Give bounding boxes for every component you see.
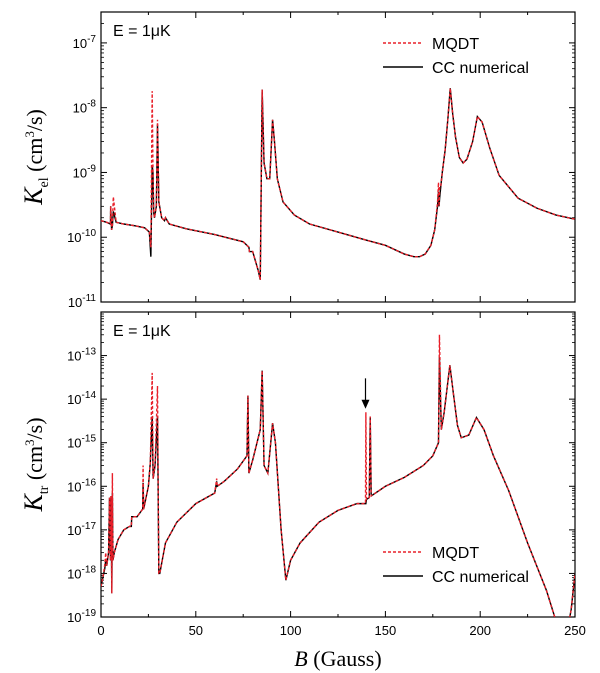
panel-tr: 0 50 100 150 200 250 10-19 10-18 10-17 10-16 10-15…	[19, 311, 586, 638]
annotation-arrow-head	[361, 399, 370, 409]
x-tick-label: 0	[97, 623, 104, 638]
y-tick-label: 10-11	[68, 293, 97, 310]
y-tick-label: 10-19	[67, 608, 96, 625]
panel-energy-label: E = 1μK	[113, 23, 171, 40]
y-tick-label: 10-9	[73, 163, 97, 180]
y-tick-label: 10-7	[73, 34, 97, 51]
y-axis-label: Ktr (cm3/s)	[19, 417, 52, 512]
legend-label: MQDT	[432, 36, 479, 53]
y-tick-label: 10-13	[67, 347, 96, 364]
y-tick-label: 10-16	[67, 477, 96, 494]
legend-label: MQDT	[432, 545, 479, 562]
legend-label: CC numerical	[432, 60, 529, 77]
panel-el: 10-11 10-10 10-9 10-8 10-7 E = 1μK MQDT CC nume…	[19, 11, 576, 310]
y-tick-label: 10-15	[67, 434, 96, 451]
x-tick-label: 100	[280, 623, 302, 638]
y-tick-label: 10-18	[67, 564, 96, 581]
panel-energy-label: E = 1μK	[113, 323, 171, 340]
x-tick-label: 250	[564, 623, 586, 638]
x-axis-label: B (Gauss)	[294, 646, 381, 671]
series-mqdt-line	[101, 88, 575, 280]
legend-label: CC numerical	[432, 569, 529, 586]
y-tick-label: 10-10	[67, 228, 96, 245]
series-mqdt-line	[101, 334, 575, 617]
y-axis-label: Kel (cm3/s)	[19, 109, 52, 206]
series-cc-numerical-line	[101, 357, 575, 617]
y-tick-label: 10-8	[73, 99, 97, 116]
plot-frame	[100, 11, 576, 303]
x-tick-label: 200	[469, 623, 491, 638]
x-tick-label: 150	[375, 623, 397, 638]
x-tick-label: 50	[189, 623, 203, 638]
series-cc-numerical-line	[101, 88, 575, 280]
y-tick-label: 10-14	[67, 390, 96, 407]
y-tick-label: 10-17	[67, 521, 96, 538]
